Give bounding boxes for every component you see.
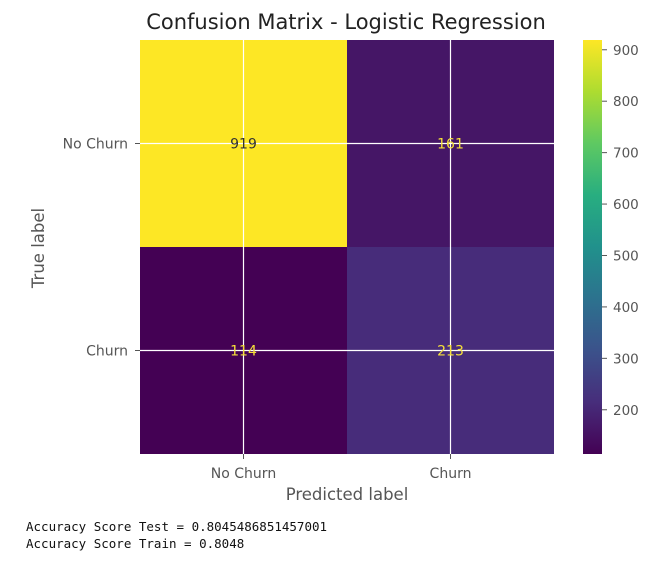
colorbar-tick-label: 900 [613,43,639,59]
chart-title: Confusion Matrix - Logistic Regression [146,10,546,34]
x-axis-label: Predicted label [286,485,409,504]
colorbar-tick-label: 400 [613,300,639,316]
x-tick-label: Churn [430,466,472,482]
y-axis-label: True label [29,208,48,289]
x-tick-label: No Churn [211,466,276,482]
accuracy-train-line: Accuracy Score Train = 0.8048 [26,536,245,551]
colorbar-tick-label: 300 [613,351,639,367]
accuracy-test-line: Accuracy Score Test = 0.8045486851457001 [26,519,328,534]
confusion-matrix-chart: Confusion Matrix - Logistic Regression 9… [29,10,639,504]
cell-value-label: 161 [437,137,464,153]
colorbar-tick-label: 500 [613,248,639,264]
cell-value-label: 213 [437,344,464,360]
colorbar-tick-label: 600 [613,197,639,213]
cell-value-label: 919 [230,137,257,153]
accuracy-output: Accuracy Score Test = 0.8045486851457001… [26,518,327,552]
y-tick-label: No Churn [63,137,128,153]
colorbar [583,40,602,454]
colorbar-tick-label: 700 [613,146,639,162]
colorbar-tick-label: 200 [613,403,639,419]
cell-value-label: 114 [230,344,257,360]
y-tick-label: Churn [86,344,128,360]
colorbar-tick-label: 800 [613,94,639,110]
